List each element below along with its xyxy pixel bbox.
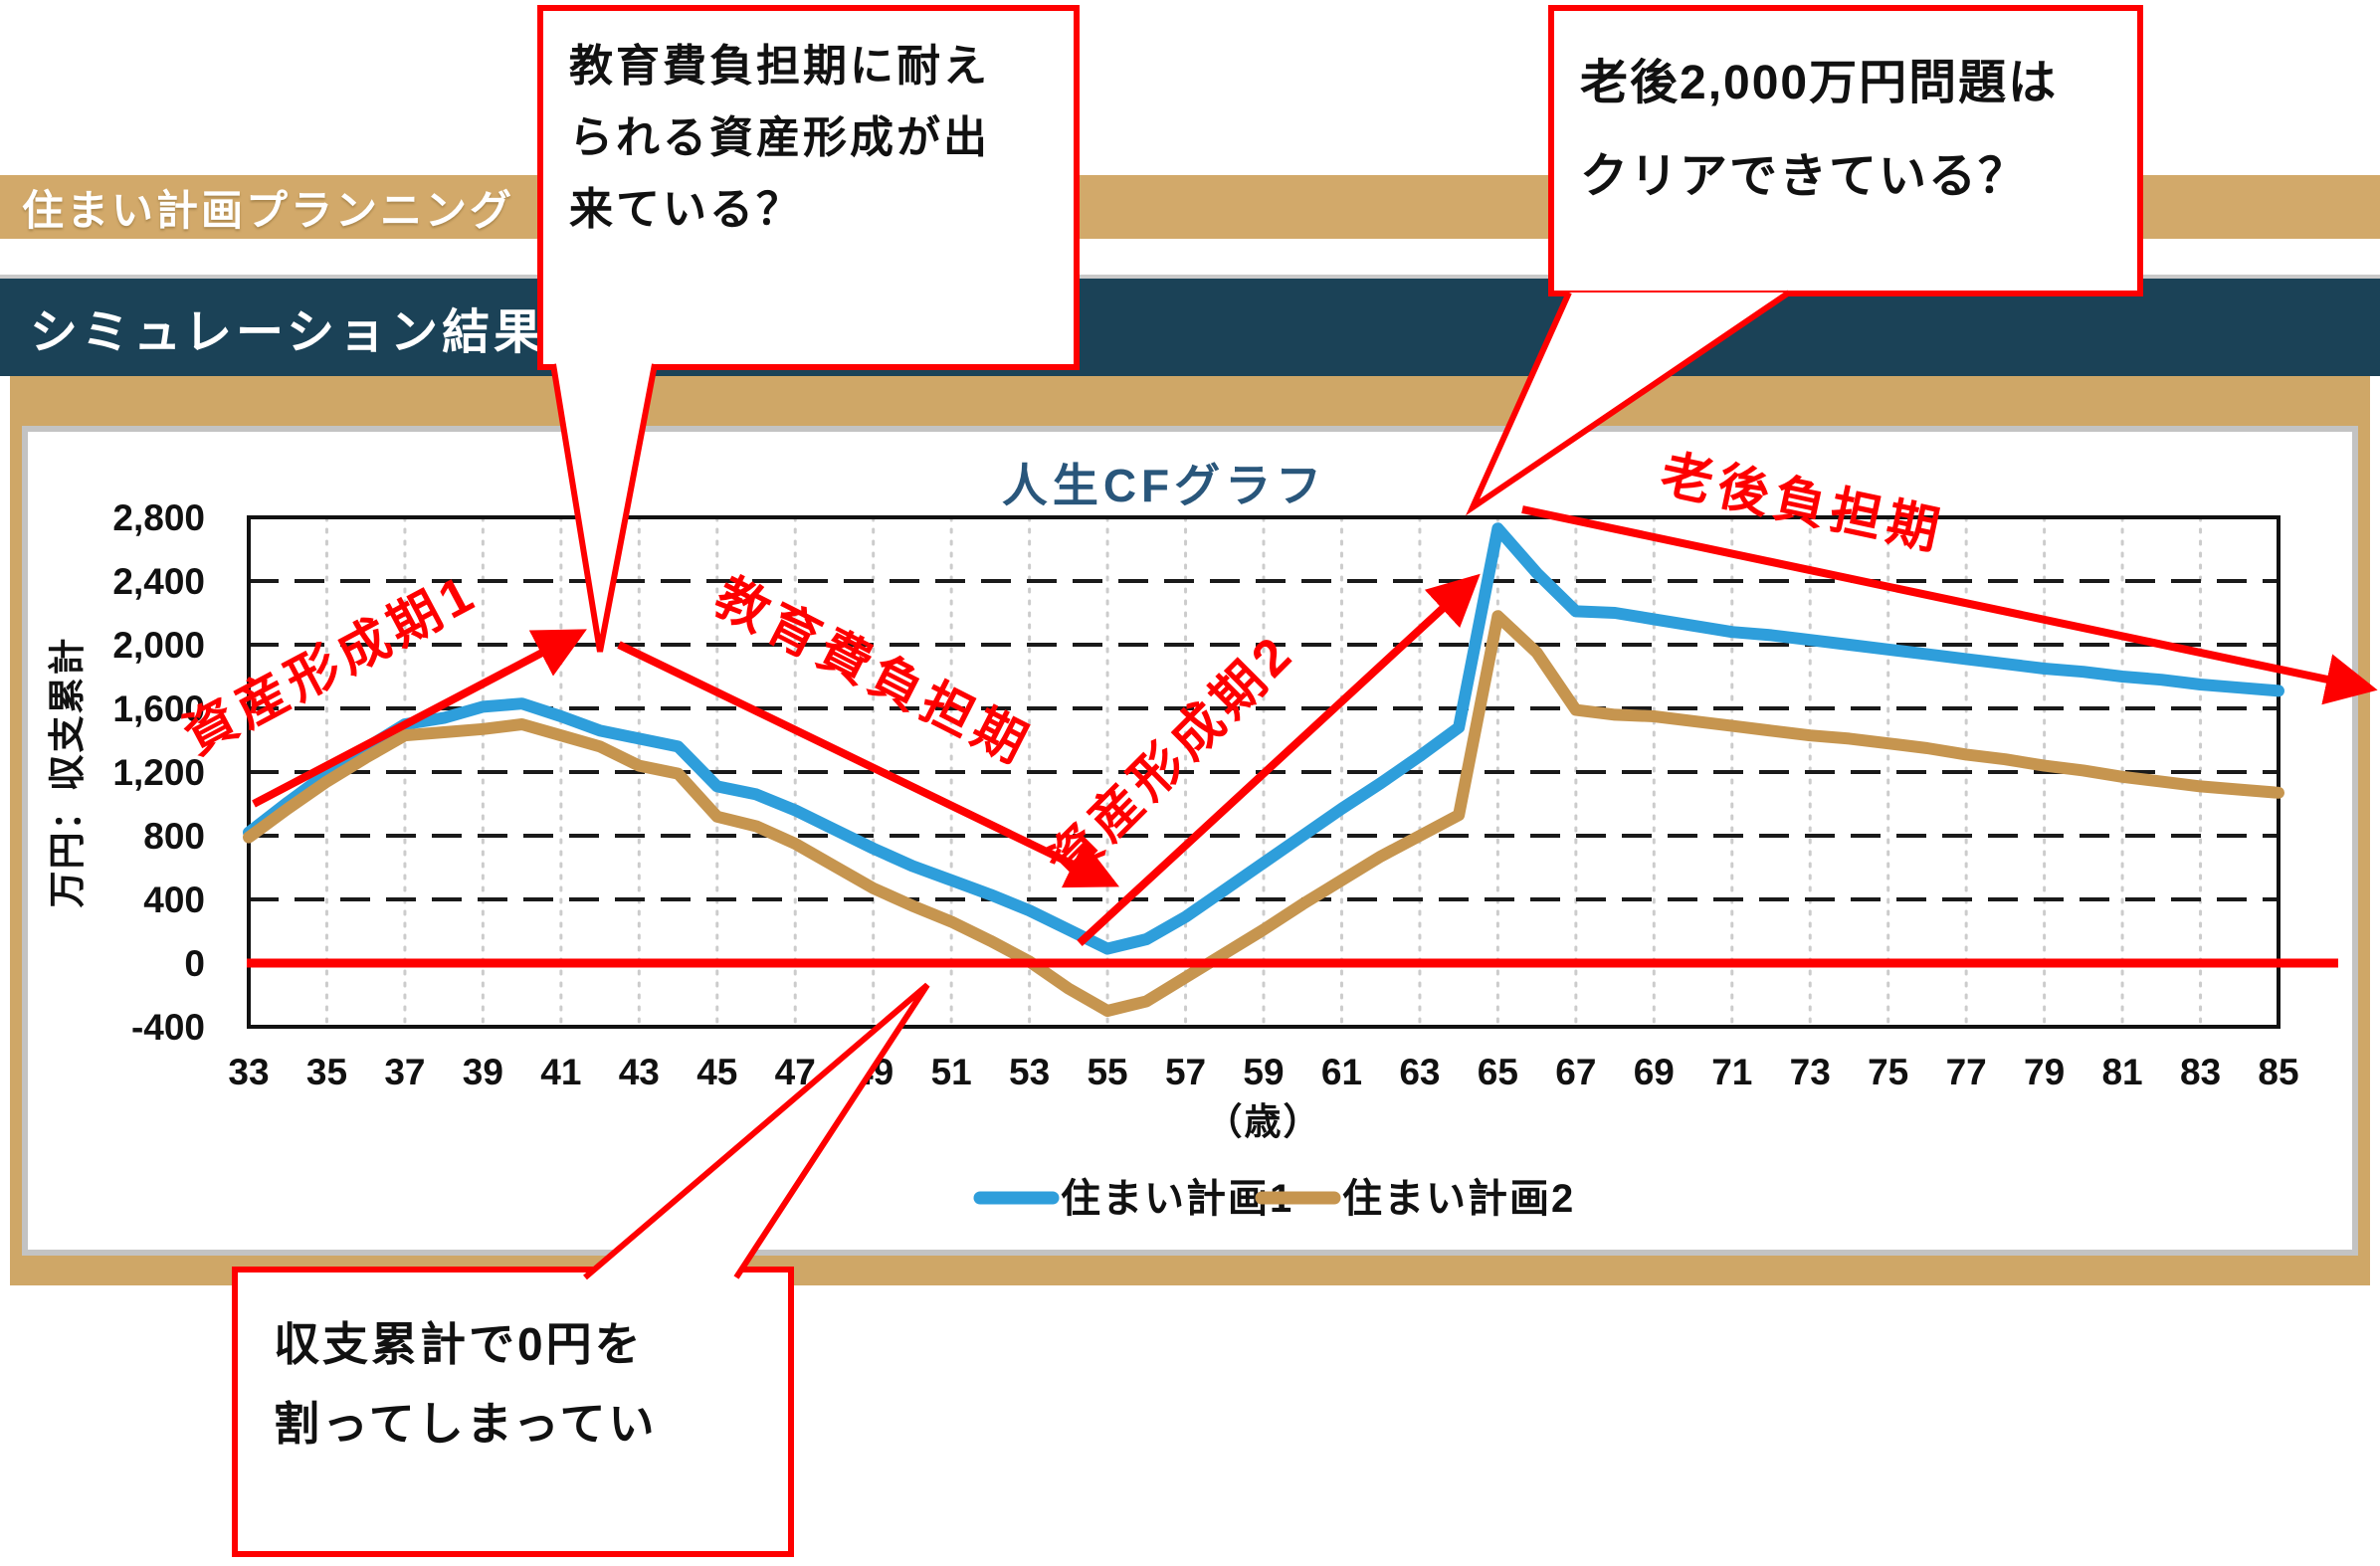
section-title: シミュレーション結果 (30, 306, 546, 359)
callout-education-line: 教育費負担期に耐え (569, 42, 990, 91)
callout-deficit-line: 収支累計で0円を (274, 1318, 644, 1370)
app-title: 住まい計画プランニング (22, 186, 515, 234)
callout-deficit: 収支累計で0円を 割ってしまってい (232, 1267, 794, 1557)
callout-retirement-line: 老後2,000万円問題は (1580, 57, 2059, 109)
callout-retirement-line: クリアできている？ (1580, 150, 2029, 203)
callout-education: 教育費負担期に耐え られる資産形成が出 来ている？ (537, 5, 1080, 370)
callout-retirement: 老後2,000万円問題は クリアできている？ (1548, 5, 2143, 296)
chart-title: 人生CFグラフ (1001, 460, 1327, 511)
callout-education-line: 来ている？ (569, 185, 803, 234)
chart-panel-inner (22, 426, 2358, 1256)
callout-education-line: られる資産形成が出 (569, 113, 990, 162)
callout-deficit-line: 割ってしまってい (274, 1398, 658, 1450)
